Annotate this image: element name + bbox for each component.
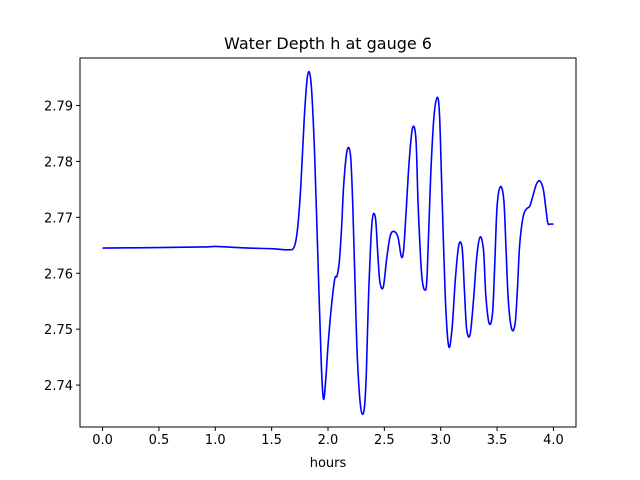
x-tick-label: 4.0 [543, 433, 564, 448]
y-axis: 2.74 2.75 2.76 2.77 2.78 2.79 [44, 100, 80, 394]
y-tick-label: 2.76 [44, 267, 73, 282]
x-tick-label: 3.0 [430, 433, 451, 448]
plot-frame [79, 57, 577, 428]
series-layer [102, 70, 554, 416]
y-tick-label: 2.75 [44, 323, 73, 338]
series-line [102, 70, 554, 416]
y-tick-label: 2.77 [44, 211, 73, 226]
x-tick-label: 2.0 [318, 433, 339, 448]
y-tick-label: 2.79 [44, 100, 73, 115]
x-tick-label: 0.0 [92, 433, 113, 448]
x-axis: 0.0 0.5 1.0 1.5 2.0 2.5 3.0 3.5 4.0 [92, 427, 564, 448]
x-tick-label: 1.0 [205, 433, 226, 448]
x-tick-label: 0.5 [149, 433, 170, 448]
x-axis-label: hours [310, 456, 347, 471]
x-tick-label: 3.5 [487, 433, 508, 448]
x-tick-label: 2.5 [374, 433, 395, 448]
x-tick-label: 1.5 [261, 433, 282, 448]
y-tick-label: 2.74 [44, 379, 73, 394]
chart-title: Water Depth h at gauge 6 [224, 34, 432, 53]
y-tick-label: 2.78 [44, 155, 73, 170]
